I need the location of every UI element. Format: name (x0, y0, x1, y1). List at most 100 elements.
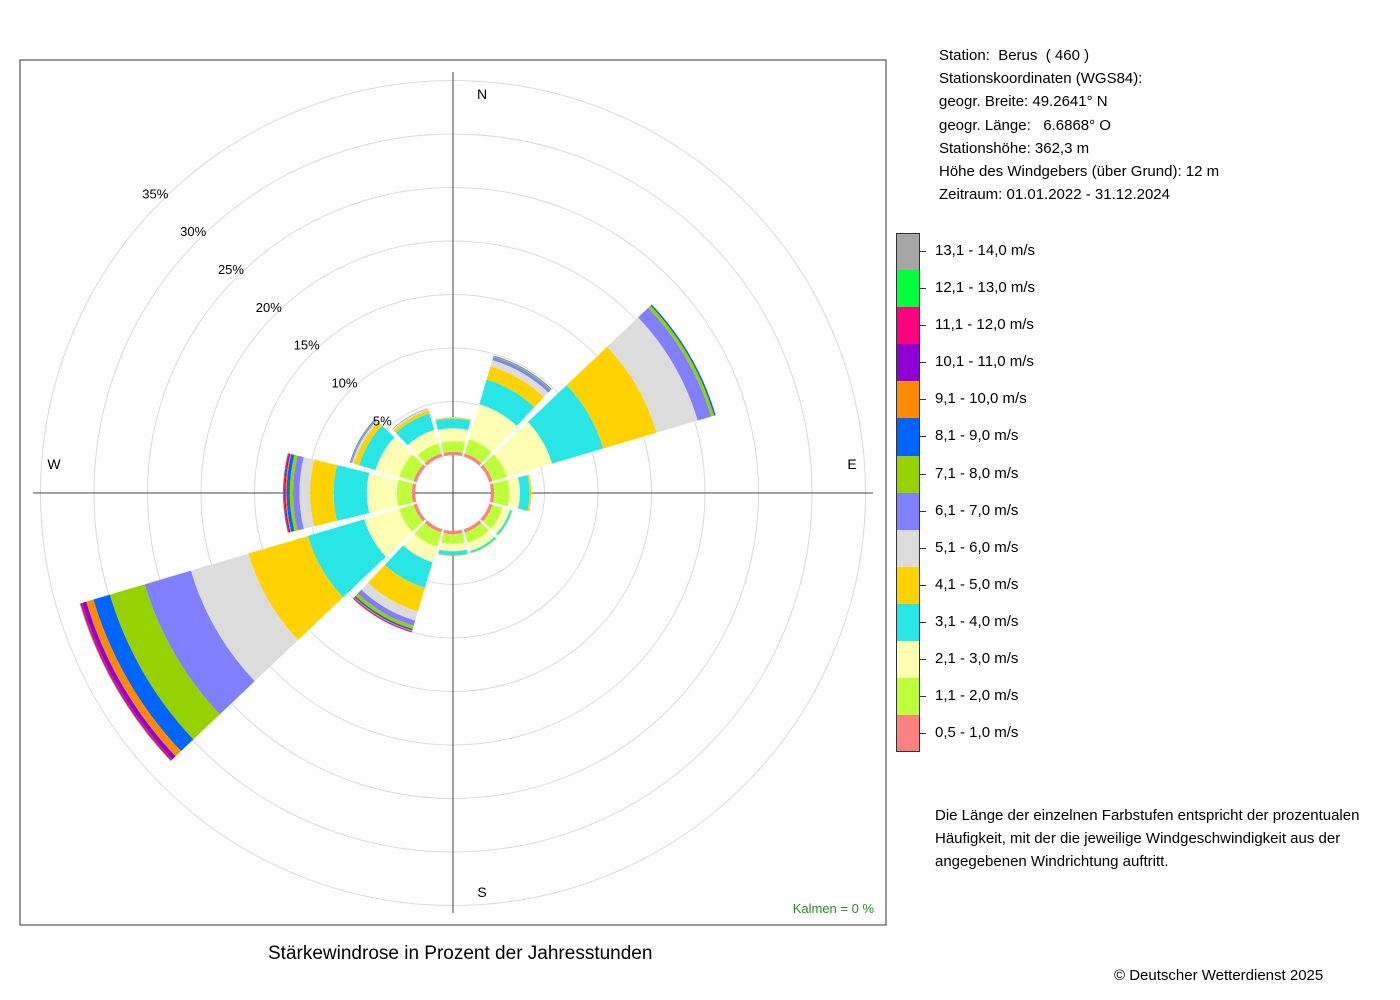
sector-segment (353, 421, 382, 466)
sector-segment (384, 545, 433, 588)
legend-tick (920, 584, 926, 586)
copyright: © Deutscher Wetterdienst 2025 (1114, 967, 1324, 984)
sector-segment (493, 479, 510, 507)
calm-label: Kalmen = 0 % (793, 901, 875, 916)
station-info-line: Station: Berus ( 460 ) (939, 47, 1090, 64)
sector-segment (527, 385, 604, 464)
station-info-line: geogr. Länge: 6.6868° O (939, 116, 1111, 134)
legend-item: 11,1 - 12,0 m/s (896, 307, 1196, 345)
sector-segment (86, 599, 181, 757)
sector-segment (417, 443, 442, 464)
sector-segment (286, 454, 295, 532)
wind-sector (79, 503, 426, 762)
legend-label: 0,5 - 1,0 m/s (935, 724, 1019, 742)
legend-tick (920, 696, 926, 698)
station-info-line: Stationskoordinaten (WGS84): (939, 70, 1143, 88)
sector-segment (528, 474, 532, 512)
legend-tick (920, 251, 926, 252)
sector-segment (248, 536, 344, 640)
station-info-line: geogr. Breite: 49.2641° N (939, 93, 1108, 111)
legend-label: 7,1 - 8,0 m/s (935, 464, 1019, 482)
legend-label: 12,1 - 13,0 m/s (935, 279, 1036, 297)
sector-segment (439, 542, 467, 552)
legend-swatch (896, 233, 920, 271)
sector-segment (407, 429, 439, 456)
legend-swatch (896, 381, 920, 419)
compass-label-w: W (47, 456, 61, 472)
legend-swatch (896, 641, 920, 679)
legend-tick (920, 547, 926, 549)
legend-tick (920, 510, 926, 512)
sector-segment (438, 549, 468, 556)
legend-item: 8,1 - 9,0 m/s (896, 418, 1196, 456)
sector-segment (307, 519, 386, 598)
wind-sector (282, 453, 417, 533)
sector-segment (144, 570, 255, 715)
legend-label: 8,1 - 9,0 m/s (935, 427, 1019, 445)
station-info-line: Stationshöhe: 362,3 m (939, 139, 1090, 157)
legend-item: 3,1 - 4,0 m/s (896, 603, 1196, 642)
sector-segment (435, 417, 471, 421)
compass-label-e: E (847, 456, 856, 472)
sector-segment (486, 366, 544, 408)
legend-tick (920, 436, 926, 438)
legend-tick (920, 473, 926, 475)
legend-item: 0,5 - 1,0 m/s (896, 715, 1196, 753)
legend-label: 6,1 - 7,0 m/s (935, 501, 1019, 519)
wind-sector (352, 520, 443, 633)
sector-segment (395, 413, 435, 446)
wind-sector (438, 529, 468, 557)
legend-tick (920, 325, 926, 327)
sector-segment (463, 453, 482, 466)
legend-swatch (896, 566, 920, 604)
legend-tick (920, 621, 926, 623)
sector-segment (357, 589, 416, 626)
plot-frame (19, 59, 887, 926)
ring-label: 5% (373, 413, 392, 428)
legend-swatch (896, 603, 920, 642)
station-info-line: Höhe des Windgebers (über Grund): 12 m (939, 163, 1220, 181)
ring-label: 30% (180, 224, 206, 239)
legend-item: 2,1 - 3,0 m/s (896, 641, 1196, 679)
wind-sector (349, 418, 426, 483)
legend-tick (920, 659, 926, 661)
legend-label: 1,1 - 2,0 m/s (935, 687, 1019, 705)
legend-label: 10,1 - 11,0 m/s (935, 353, 1034, 371)
legend-label: 13,1 - 14,0 m/s (935, 242, 1036, 259)
legend-item: 4,1 - 5,0 m/s (896, 566, 1196, 604)
sector-segment (482, 504, 503, 529)
sector-segment (399, 454, 424, 482)
wind-sector (463, 520, 497, 554)
sector-segment (285, 453, 292, 533)
sector-segment (518, 475, 530, 511)
legend-swatch (896, 715, 920, 753)
compass-axes (33, 72, 873, 913)
sector-segment (507, 477, 520, 509)
sector-segment (527, 474, 532, 512)
sector-segment (441, 533, 465, 544)
wind-sector (480, 304, 716, 483)
sector-segment (310, 459, 337, 527)
sector-segment (464, 522, 489, 543)
legend-item: 5,1 - 6,0 m/s (896, 529, 1196, 567)
sector-segment (399, 504, 424, 532)
legend-swatch (896, 270, 920, 308)
sector-segment (284, 453, 291, 533)
speed-legend: 13,1 - 14,0 m/s 12,1 - 13,0 m/s 11,1 - 12,… (896, 233, 1196, 753)
legend-item: 9,1 - 10,0 m/s (896, 381, 1196, 419)
sector-segment (435, 418, 471, 431)
sector-segment (480, 503, 493, 522)
sector-segment (490, 507, 510, 534)
legend-tick (920, 362, 926, 364)
legend-label: 5,1 - 6,0 m/s (935, 538, 1019, 556)
sector-segment (492, 357, 551, 393)
legend-label: 9,1 - 10,0 m/s (935, 390, 1027, 408)
sector-segment (289, 454, 298, 532)
sector-segment (366, 472, 399, 514)
sector-segment (109, 584, 220, 740)
sector-segment (443, 451, 463, 457)
sector-segment (361, 582, 418, 621)
sector-segment (367, 564, 425, 612)
legend-swatch (896, 529, 920, 567)
